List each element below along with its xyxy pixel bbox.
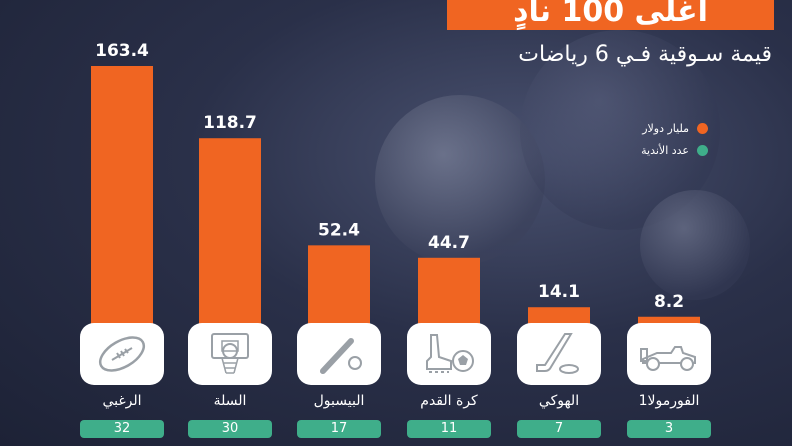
data-label: 8.2 (654, 292, 684, 312)
bar (418, 257, 480, 330)
category-label-formula1: الفورمولا1 (638, 393, 700, 409)
rugby-card (80, 323, 164, 385)
background-ball-decoration (640, 190, 750, 300)
rugby-ball-icon (98, 336, 146, 372)
hockey-card (517, 323, 601, 385)
club-count-hockey: 7 (517, 420, 601, 438)
legend-label: عدد الأندية (641, 144, 689, 157)
category-label-rugby: الرغبي (102, 393, 142, 409)
club-count-formula1: 3 (627, 420, 711, 438)
baseball-card (297, 323, 381, 385)
background-ball-decoration (375, 95, 545, 265)
legend-item-count: عدد الأندية (641, 144, 708, 157)
football-card (407, 323, 491, 385)
basketball-hoop-icon (211, 333, 249, 374)
formula1-card (627, 323, 711, 385)
data-label: 163.4 (95, 41, 149, 61)
basketball-card (188, 323, 272, 385)
bar (199, 138, 261, 330)
legend-swatch-orange (697, 123, 708, 134)
baseball-bat-icon (319, 338, 362, 375)
page-subtitle: قيمة سـوقية فـي 6 رياضات (518, 42, 772, 67)
hockey-stick-icon (536, 333, 579, 374)
data-label: 14.1 (538, 282, 580, 302)
club-count-baseball: 17 (297, 420, 381, 438)
category-label-hockey: الهوكي (538, 393, 580, 409)
bar (308, 245, 370, 330)
formula1-car-icon (640, 346, 696, 371)
data-label: 44.7 (428, 233, 470, 253)
category-label-baseball: البيسبول (313, 393, 365, 409)
club-count-rugby: 32 (80, 420, 164, 438)
legend-item-value: مليار دولار (642, 122, 708, 135)
category-label-basketball: السلة (213, 393, 247, 409)
legend-swatch-green (697, 145, 708, 156)
soccer-cleat-icon (426, 334, 474, 373)
page-title: أغلى 100 نادٍ (447, 0, 774, 30)
club-count-football: 11 (407, 420, 491, 438)
category-label-football: كرة القدم (420, 393, 478, 409)
bar (91, 66, 153, 330)
club-count-basketball: 30 (188, 420, 272, 438)
legend-label: مليار دولار (642, 122, 689, 135)
data-label: 118.7 (203, 113, 257, 133)
data-label: 52.4 (318, 220, 360, 240)
